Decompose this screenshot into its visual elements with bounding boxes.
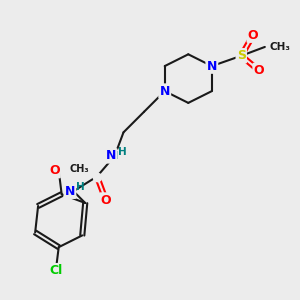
Text: O: O	[254, 64, 264, 77]
Text: N: N	[160, 85, 170, 98]
Text: O: O	[49, 164, 60, 177]
Text: N: N	[106, 149, 116, 162]
Text: CH₃: CH₃	[69, 164, 89, 174]
Text: H: H	[118, 147, 126, 158]
Text: Cl: Cl	[49, 264, 62, 277]
Text: N: N	[207, 60, 217, 73]
Text: H: H	[110, 151, 119, 161]
Text: CH₃: CH₃	[269, 42, 290, 52]
Text: N: N	[65, 185, 75, 198]
Text: O: O	[248, 29, 258, 42]
Text: S: S	[237, 49, 246, 62]
Text: O: O	[100, 194, 111, 207]
Text: H: H	[76, 182, 85, 192]
